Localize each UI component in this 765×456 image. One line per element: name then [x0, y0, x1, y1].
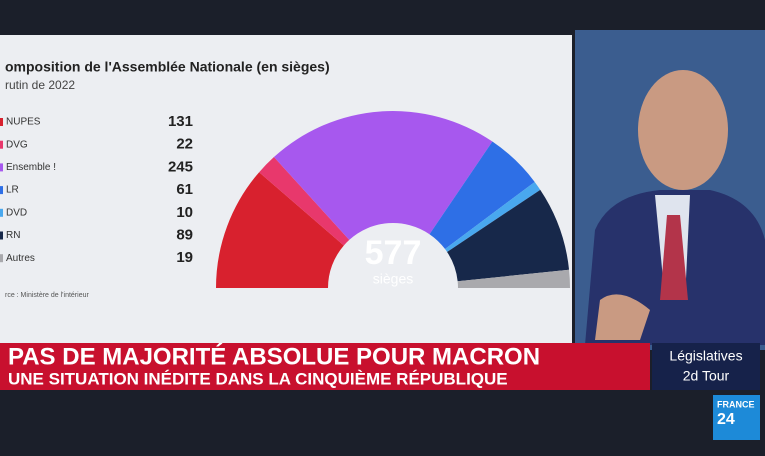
center-value: 577 [365, 234, 422, 272]
tag-line: Législatives [669, 348, 742, 364]
center-label: sièges [373, 271, 413, 287]
legend-swatch [0, 208, 3, 217]
seat-segment [273, 111, 493, 240]
seat-segment [429, 141, 535, 250]
hemicycle [216, 111, 570, 288]
value-label: 245 [168, 158, 193, 175]
legend-swatch [0, 140, 3, 149]
legend-label: RN [6, 230, 20, 241]
value-label: 89 [176, 226, 193, 243]
logo-text: 24 [717, 411, 735, 428]
seat-segment [447, 189, 570, 282]
legend-label: NUPES [6, 117, 41, 128]
tag-line: 2d Tour [683, 368, 730, 384]
legend-label: DVG [6, 139, 28, 150]
legend-label: DVD [6, 207, 27, 218]
seat-segment [259, 157, 350, 246]
chart-subtitle: rutin de 2022 [5, 78, 75, 92]
logo-text: FRANCE [717, 399, 755, 409]
legend-swatch [0, 118, 3, 126]
legend-label: Ensemble ! [6, 162, 56, 173]
legend-swatch [0, 186, 3, 195]
seat-segment [457, 269, 570, 288]
logo [713, 395, 760, 440]
seat-segment [445, 181, 541, 252]
legend-label: LR [6, 185, 19, 196]
headline: PAS DE MAJORITÉ ABSOLUE POUR MACRON [8, 342, 540, 370]
value-label: 10 [176, 204, 193, 221]
value-label: 22 [176, 136, 193, 153]
chart-source: rce : Ministère de l'intérieur [5, 292, 89, 299]
legend-swatch [0, 231, 3, 240]
value-label: 19 [176, 249, 193, 266]
tag-box [652, 343, 760, 390]
chart-title: omposition de l'Assemblée Nationale (en … [5, 59, 330, 75]
seat-segment [216, 172, 344, 288]
value-label: 131 [168, 113, 193, 130]
presenter [585, 70, 765, 345]
value-label: 61 [176, 181, 193, 198]
legend-label: Autres [6, 253, 35, 264]
banner [0, 343, 650, 390]
legend-swatch [0, 163, 3, 172]
legend-swatch [0, 254, 3, 263]
subheadline: UNE SITUATION INÉDITE DANS LA CINQUIÈME … [8, 369, 508, 388]
